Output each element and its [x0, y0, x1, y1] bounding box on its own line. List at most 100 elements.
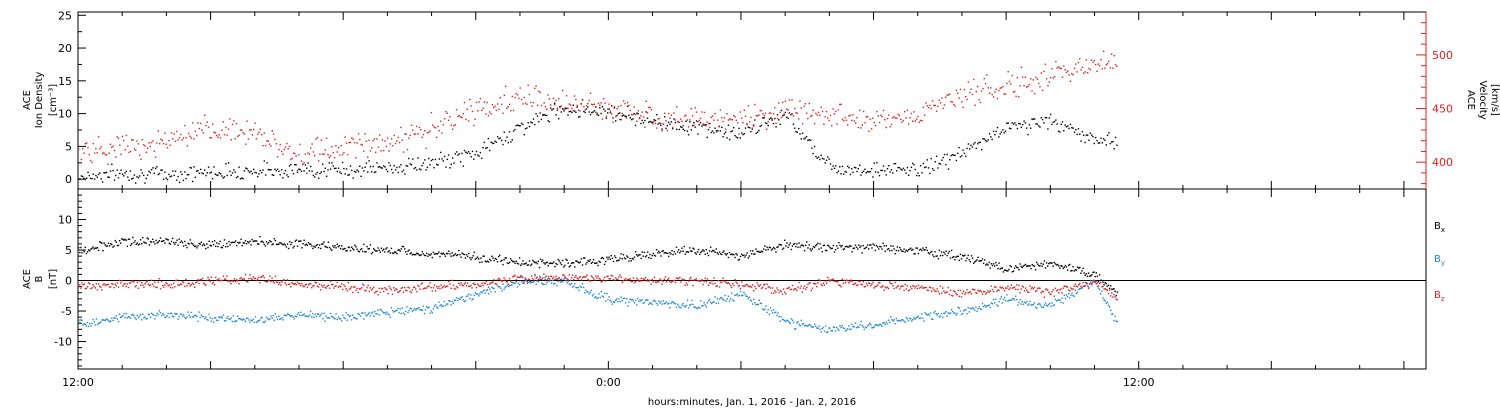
bx-point: [349, 250, 352, 252]
density-point: [947, 168, 950, 170]
bz-point: [94, 287, 96, 289]
bz-point: [546, 279, 548, 281]
density-point: [636, 112, 638, 114]
bz-point: [892, 285, 894, 287]
by-point: [201, 315, 204, 318]
velocity-point: [898, 115, 901, 117]
bx-point: [870, 244, 872, 246]
bx-point: [872, 243, 874, 245]
velocity-point: [255, 138, 258, 140]
density-point: [547, 120, 549, 122]
by-point: [617, 301, 619, 303]
bz-point: [573, 278, 575, 281]
bx-point: [318, 244, 321, 246]
bz-point: [162, 284, 164, 287]
bz-point: [707, 284, 710, 286]
by-point: [994, 302, 996, 304]
by-point: [402, 312, 405, 314]
bx-point: [770, 249, 773, 251]
bz-point: [177, 284, 179, 286]
bz-point: [560, 278, 563, 280]
by-point: [189, 316, 191, 318]
velocity-point: [737, 122, 739, 124]
density-point: [311, 170, 313, 172]
bz-point: [1105, 289, 1107, 291]
density-point: [954, 154, 956, 156]
bx-point: [86, 251, 89, 253]
by-point: [163, 314, 165, 316]
density-point: [145, 177, 147, 180]
density-point: [357, 170, 360, 173]
bx-point: [476, 256, 479, 258]
bz-point: [716, 285, 718, 287]
velocity-point: [886, 117, 889, 120]
bz-point: [933, 289, 935, 291]
velocity-point: [113, 149, 116, 152]
bx-point: [910, 247, 912, 249]
bz-point: [642, 278, 644, 280]
by-point: [1091, 284, 1093, 286]
bz-point: [750, 286, 753, 288]
velocity-point: [953, 103, 955, 106]
bx-point: [982, 262, 985, 265]
bz-point: [668, 277, 670, 280]
by-point: [1006, 294, 1008, 296]
velocity-point: [97, 136, 100, 138]
by-point: [859, 323, 861, 326]
density-point: [878, 175, 881, 177]
bx-point: [431, 256, 433, 259]
by-point: [325, 315, 327, 317]
bz-point: [180, 283, 183, 286]
bz-point: [692, 285, 694, 287]
bz-point: [248, 277, 250, 280]
bz-point: [257, 278, 259, 280]
bx-point: [864, 247, 867, 249]
velocity-point: [434, 127, 437, 129]
by-point: [961, 312, 964, 315]
density-point: [701, 125, 703, 127]
bx-point: [263, 243, 265, 246]
density-point: [172, 170, 174, 172]
by-point: [413, 307, 416, 310]
bx-point: [685, 251, 688, 253]
bz-point: [518, 276, 521, 278]
bx-point: [889, 250, 891, 252]
bz-point: [752, 284, 754, 286]
bx-point: [827, 244, 829, 246]
by-point: [135, 318, 137, 321]
velocity-point: [325, 137, 328, 140]
density-point: [836, 172, 838, 174]
bx-point: [392, 252, 395, 254]
bx-point: [489, 258, 491, 260]
bx-point: [1057, 263, 1059, 266]
bz-point: [796, 289, 798, 292]
density-point: [512, 130, 515, 132]
bz-point: [433, 284, 436, 286]
bz-point: [903, 289, 905, 291]
velocity-point: [154, 156, 157, 158]
bx-point: [473, 251, 475, 253]
bz-point: [321, 284, 323, 287]
velocity-point: [344, 136, 346, 138]
bz-point: [141, 282, 143, 284]
density-point: [1063, 130, 1065, 132]
density-point: [290, 163, 292, 166]
density-point: [562, 108, 564, 110]
velocity-point: [546, 108, 548, 110]
bz-point: [721, 281, 723, 284]
by-point: [229, 318, 231, 321]
bz-point: [963, 290, 965, 292]
velocity-point: [372, 140, 374, 142]
density-point: [343, 167, 345, 170]
bz-point: [758, 285, 760, 287]
bx-point: [902, 250, 904, 253]
velocity-point: [978, 99, 980, 101]
by-point: [710, 301, 712, 303]
density-point: [916, 174, 918, 177]
velocity-point: [1011, 74, 1013, 77]
density-point: [910, 166, 913, 168]
bx-point: [303, 239, 305, 241]
bx-point: [462, 253, 464, 255]
by-point: [910, 318, 912, 320]
bz-point: [370, 289, 373, 291]
